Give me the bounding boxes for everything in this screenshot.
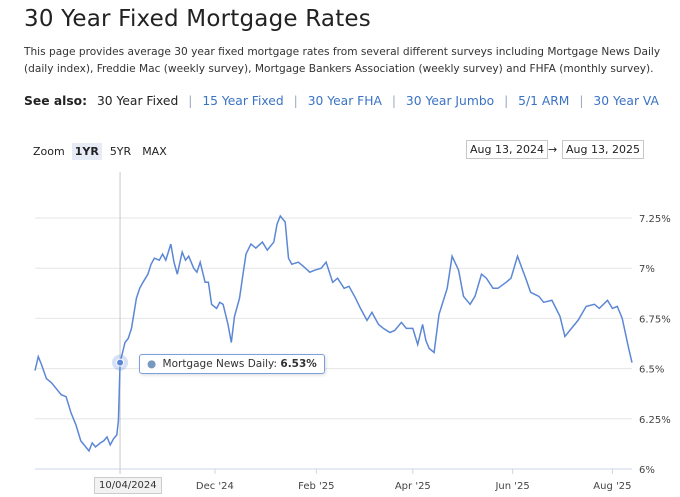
y-tick-label: 6.75%: [639, 314, 671, 325]
x-tick-label: Dec '24: [196, 481, 234, 492]
tooltip-series-dot-icon: ●: [147, 358, 157, 370]
zoom-1yr-button[interactable]: 1YR: [71, 143, 102, 160]
page-title: 30 Year Fixed Mortgage Rates: [24, 6, 371, 32]
see-also-label: See also:: [24, 94, 88, 108]
page-description: This page provides average 30 year fixed…: [24, 46, 661, 75]
tooltip-series-label: Mortgage News Daily:: [162, 358, 278, 370]
link-30-year-va[interactable]: 30 Year VA: [593, 94, 659, 108]
zoom-label: Zoom: [33, 145, 65, 158]
grid-lines: [35, 217, 632, 470]
tooltip-value: 6.53%: [280, 358, 317, 370]
nav-separator: |: [504, 94, 509, 108]
zoom-max-button[interactable]: MAX: [142, 145, 167, 158]
y-tick-label: 7%: [639, 264, 655, 275]
y-tick-label: 6.25%: [639, 415, 671, 426]
zoom-controls: Zoom 1YR 5YR MAX: [33, 143, 175, 160]
nav-separator: |: [579, 94, 584, 108]
link-5-1-arm[interactable]: 5/1 ARM: [518, 94, 570, 108]
tooltip: ● Mortgage News Daily: 6.53%: [139, 354, 325, 374]
zoom-5yr-button[interactable]: 5YR: [109, 145, 132, 158]
nav-separator: |: [293, 94, 298, 108]
range-to-input[interactable]: Aug 13, 2025: [562, 140, 644, 159]
range-separator: →: [548, 143, 558, 156]
range-from-input[interactable]: Aug 13, 2024: [466, 140, 548, 159]
y-tick-label: 7.25%: [639, 214, 671, 225]
nav-separator: |: [391, 94, 396, 108]
x-tick-label: Jun '25: [494, 481, 529, 492]
x-tick-label: Aug '25: [593, 481, 631, 492]
hover-point-marker: [116, 358, 125, 367]
link-30-year-fha[interactable]: 30 Year FHA: [307, 94, 382, 108]
series-line-mortgage-news-daily: [34, 214, 633, 453]
y-tick-label: 6%: [639, 465, 655, 476]
see-also-nav: See also: 30 Year Fixed | 15 Year Fixed …: [24, 94, 659, 108]
x-axis-labels: Dec '24 Feb '25 Apr '25 Jun '25 Aug '25: [196, 469, 631, 492]
link-15-year-fixed[interactable]: 15 Year Fixed: [202, 94, 284, 108]
see-also-current: 30 Year Fixed: [96, 94, 179, 108]
link-30-year-jumbo[interactable]: 30 Year Jumbo: [405, 94, 495, 108]
y-tick-label: 6.5%: [639, 365, 664, 376]
y-axis-labels: 7.25% 7% 6.75% 6.5% 6.25% 6%: [639, 214, 671, 476]
nav-separator: |: [188, 94, 193, 108]
x-tick-label: Apr '25: [395, 481, 431, 492]
crosshair-date-label: 10/04/2024: [94, 477, 162, 494]
x-tick-label: Feb '25: [298, 481, 334, 492]
